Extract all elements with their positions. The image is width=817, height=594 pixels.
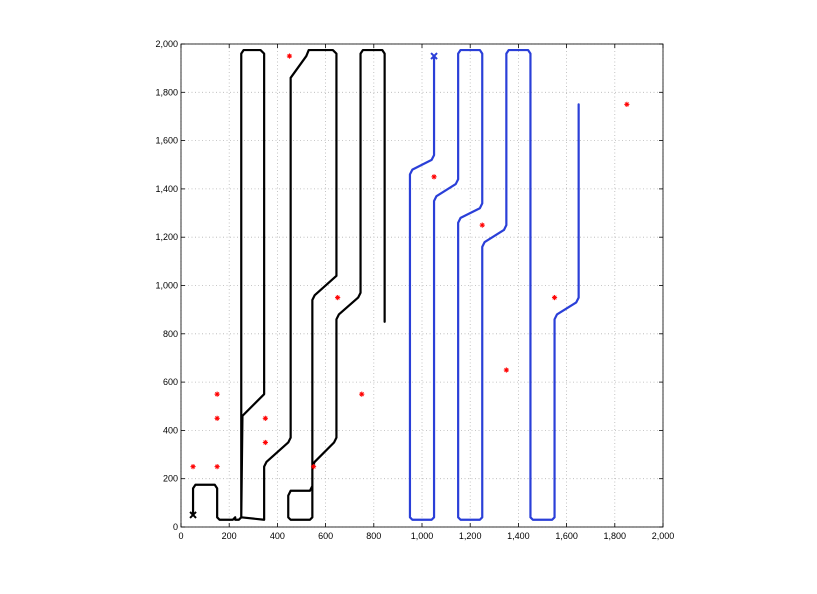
target-marker <box>551 294 558 301</box>
target-marker <box>214 464 220 470</box>
grid <box>180 43 664 528</box>
y-tick-label: 400 <box>163 425 178 435</box>
target-marker <box>262 439 268 446</box>
y-tick-label: 1,200 <box>155 232 178 242</box>
y-tick-label: 200 <box>163 474 178 484</box>
x-tick-label: 800 <box>366 531 381 541</box>
y-tick-label: 800 <box>163 329 178 339</box>
x-tick-label: 600 <box>318 531 333 541</box>
x-tick-label: 1,000 <box>411 531 434 541</box>
y-tick-label: 1,400 <box>155 184 178 194</box>
y-tick-label: 2,000 <box>155 39 178 49</box>
target-marker <box>214 391 220 397</box>
y-tick-label: 0 <box>173 522 178 532</box>
series <box>189 48 580 521</box>
x-tick-label: 1,400 <box>507 531 530 541</box>
black-x-marker <box>189 511 197 519</box>
y-tick-label: 1,000 <box>155 281 178 291</box>
target-marker <box>624 101 630 107</box>
target-marker <box>503 367 509 373</box>
axes: 0 200 400 600 800 1,000 1,200 1,400 1,600 1,800 2,… <box>155 39 674 541</box>
target-marker <box>335 294 341 301</box>
target-marker <box>310 464 317 470</box>
target-marker <box>214 415 220 421</box>
targets <box>190 53 630 470</box>
y-tick-label: 1,600 <box>155 136 178 146</box>
target-marker <box>431 174 437 180</box>
x-tick-label: 1,200 <box>459 531 482 541</box>
x-tick-label: 0 <box>178 531 183 541</box>
x-tick-label: 200 <box>222 531 237 541</box>
x-tick-label: 1,600 <box>555 531 578 541</box>
target-marker <box>359 391 365 397</box>
target-marker <box>479 222 485 228</box>
x-tick-label: 400 <box>270 531 285 541</box>
black-path <box>191 48 386 521</box>
y-tick-label: 1,800 <box>155 87 178 97</box>
x-tick-label: 1,800 <box>604 531 627 541</box>
blue-path <box>408 48 580 521</box>
y-tick-label: 600 <box>163 377 178 387</box>
target-marker <box>190 464 196 470</box>
x-tick-label: 2,000 <box>652 531 675 541</box>
blue-x-marker <box>430 52 438 60</box>
target-marker <box>286 53 293 59</box>
target-marker <box>262 415 268 421</box>
